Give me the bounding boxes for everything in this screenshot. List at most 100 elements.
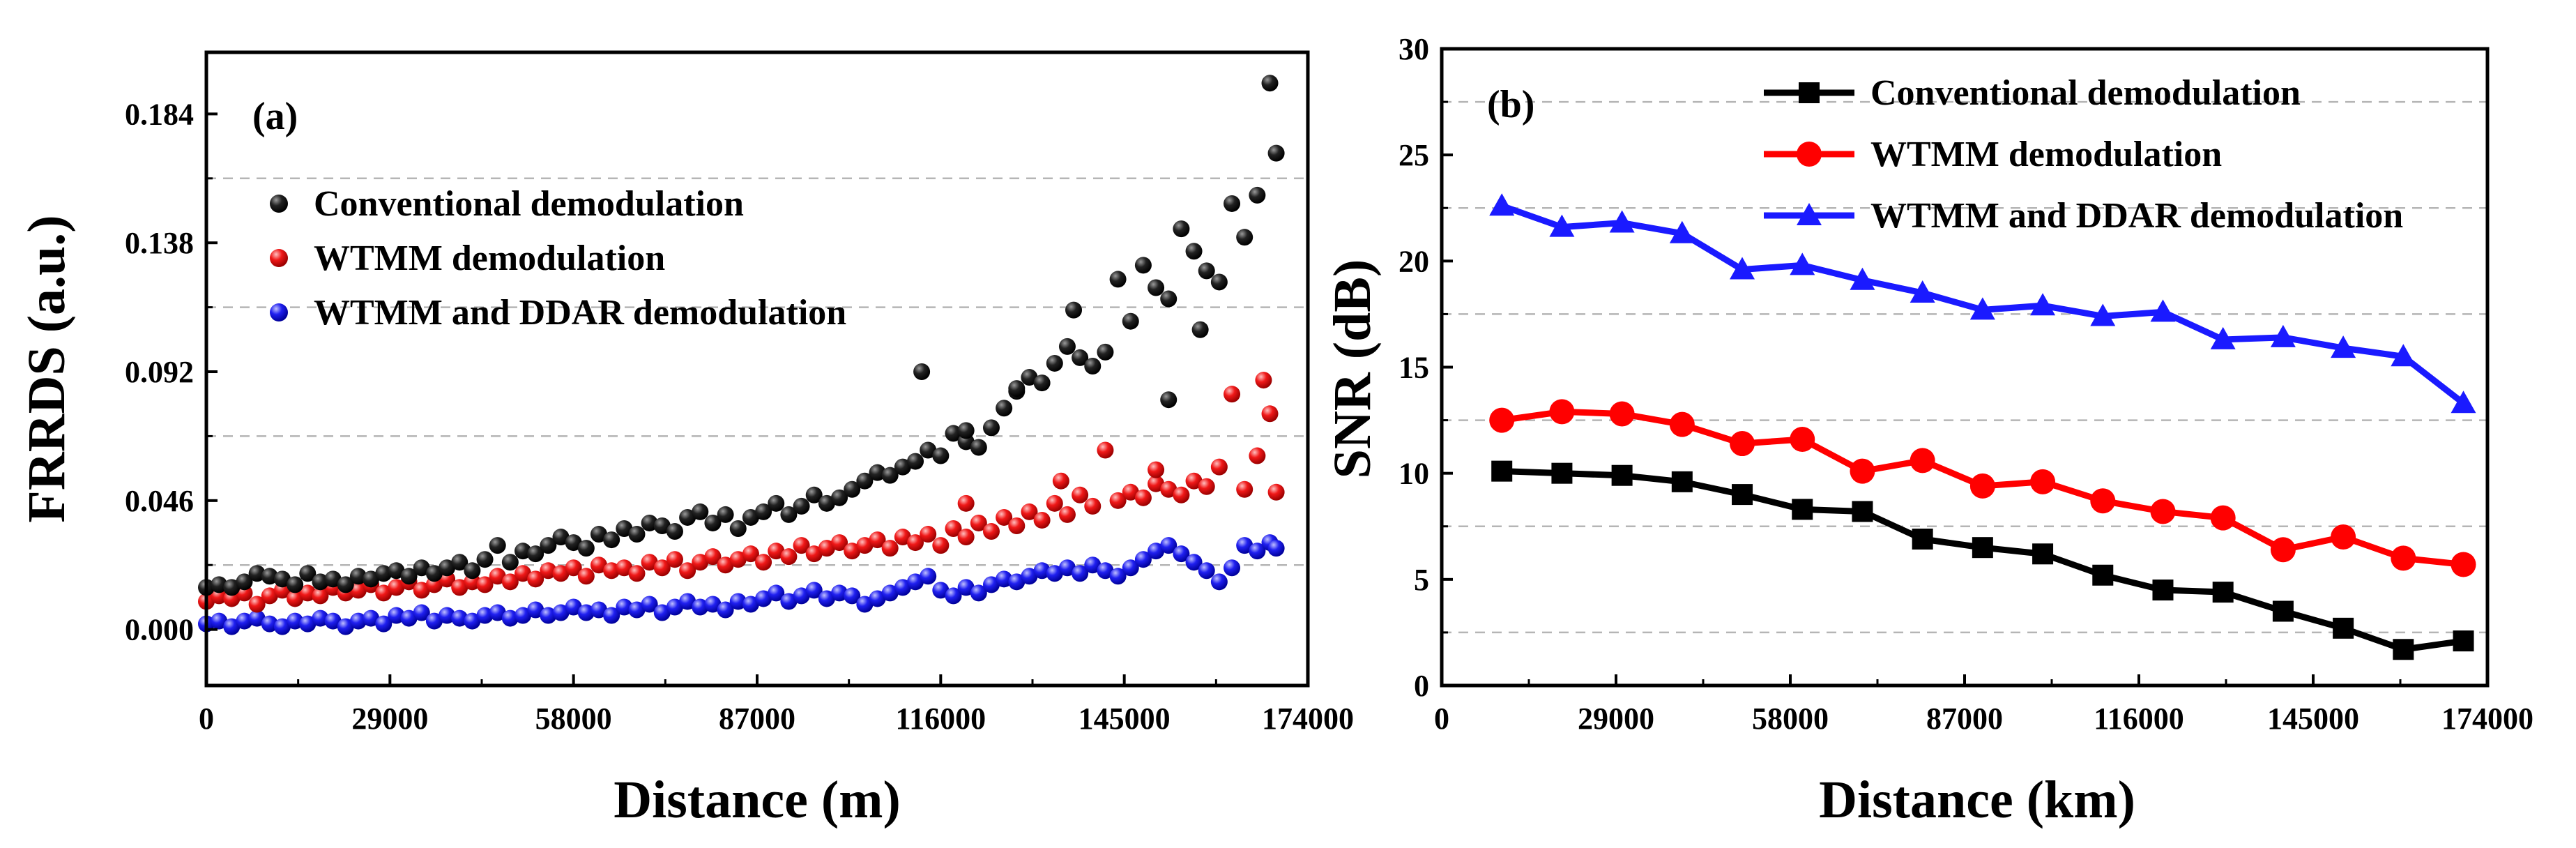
- series-marker-0-7: [1912, 529, 1933, 550]
- scatter-point-s2-36: [653, 604, 671, 621]
- panel-b-legend: Conventional demodulation WTMM demodulat…: [1764, 73, 2403, 236]
- x-tick-label-a-6: 174000: [1262, 702, 1354, 736]
- series-marker-2-2: [1609, 210, 1635, 233]
- y-tick-label-b-6: 30: [1398, 32, 1429, 66]
- series-marker-0-2: [1611, 464, 1633, 486]
- panel-b-ylabel: SNR (dB): [1323, 259, 1382, 479]
- series-marker-1-13: [2270, 537, 2296, 563]
- scatter-point-s0-21: [464, 562, 481, 580]
- scatter-point-s1-68: [1058, 506, 1076, 523]
- scatter-point-s2-12: [349, 612, 367, 630]
- x-tick-label-b-2: 58000: [1752, 702, 1829, 736]
- scatter-point-s0-1: [211, 576, 228, 593]
- series-marker-1-16: [2451, 552, 2476, 577]
- panel-a-ylabel: FRRDS (a.u.): [17, 215, 76, 522]
- series-marker-2-15: [2391, 344, 2416, 367]
- scatter-point-s1-29: [565, 559, 582, 577]
- scatter-point-s0-85: [1267, 144, 1285, 162]
- scatter-point-s2-62: [982, 576, 1000, 593]
- scatter-point-s2-57: [920, 568, 937, 585]
- series-marker-0-12: [2212, 582, 2234, 603]
- series-marker-0-5: [1792, 499, 1813, 520]
- scatter-point-s2-72: [1109, 568, 1127, 585]
- scatter-point-s1-79: [1198, 478, 1215, 495]
- scatter-point-s0-59: [945, 425, 962, 442]
- scatter-point-s1-54: [881, 540, 899, 557]
- scatter-point-s0-53: [869, 464, 886, 481]
- y-tick-label-a-3: 0.138: [125, 226, 194, 260]
- scatter-point-s1-87: [1255, 372, 1272, 389]
- scatter-point-s2-83: [1249, 543, 1266, 560]
- series-marker-1-8: [1969, 473, 1995, 499]
- scatter-point-s0-13: [363, 570, 380, 588]
- scatter-point-s2-10: [324, 612, 342, 630]
- scatter-point-s0-74: [1134, 257, 1152, 274]
- legend-a-label-ddar: WTMM and DDAR demodulation: [314, 293, 846, 333]
- scatter-point-s2-32: [603, 607, 620, 624]
- legend-b-label-ddar: WTMM and DDAR demodulation: [1870, 196, 2403, 236]
- scatter-point-s1-44: [755, 554, 772, 571]
- x-tick-label-b-0: 0: [1434, 702, 1449, 736]
- scatter-point-s1-38: [679, 562, 696, 580]
- scatter-point-s1-59: [945, 520, 962, 538]
- scatter-point-s2-44: [755, 590, 772, 607]
- series-marker-2-3: [1669, 220, 1695, 243]
- scatter-point-s2-9: [312, 610, 329, 627]
- scatter-point-s0-42: [729, 520, 747, 538]
- scatter-point-s2-51: [844, 587, 861, 605]
- scatter-point-s0-66: [1033, 374, 1051, 392]
- scatter-point-s1-77: [1173, 486, 1190, 503]
- series-marker-2-1: [1549, 214, 1575, 237]
- scatter-point-s0-72: [1109, 271, 1127, 288]
- series-marker-2-11: [2150, 299, 2176, 322]
- scatter-point-s0-69: [1072, 349, 1089, 366]
- scatter-point-s1-34: [628, 565, 646, 582]
- scatter-point-s2-81: [1224, 559, 1241, 577]
- scatter-point-s0-39: [692, 503, 709, 520]
- scatter-point-s0-19: [439, 559, 456, 577]
- scatter-point-s1-14: [375, 584, 393, 602]
- scatter-point-s1-5: [261, 587, 278, 605]
- series-marker-2-0: [1489, 193, 1515, 216]
- scatter-point-s0-52: [856, 472, 874, 490]
- scatter-point-s2-17: [413, 604, 430, 621]
- y-tick-label-b-4: 20: [1398, 244, 1429, 278]
- scatter-point-s1-51: [844, 543, 861, 560]
- scatter-point-s0-62: [982, 419, 1000, 437]
- scatter-point-s1-75: [1148, 475, 1165, 492]
- scatter-point-s0-5: [261, 568, 278, 585]
- scatter-point-s2-50: [831, 584, 848, 602]
- scatter-point-s2-38: [679, 593, 696, 610]
- scatter-point-s0-37: [666, 523, 683, 540]
- scatter-point-s1-74: [1134, 489, 1152, 506]
- scatter-point-s2-22: [476, 607, 494, 624]
- scatter-point-s2-54: [881, 584, 899, 602]
- scatter-point-s1-84: [1261, 405, 1279, 423]
- scatter-point-s2-27: [540, 607, 557, 624]
- scatter-point-s0-48: [805, 486, 823, 503]
- scatter-point-s2-43: [742, 596, 759, 613]
- scatter-point-s2-53: [869, 590, 886, 607]
- scatter-point-s2-69: [1072, 565, 1089, 582]
- scatter-point-s1-48: [805, 545, 823, 563]
- scatter-point-s0-61: [970, 439, 987, 456]
- scatter-point-s1-23: [489, 568, 506, 585]
- scatter-point-s1-49: [818, 540, 835, 557]
- series-marker-0-8: [1972, 537, 1993, 559]
- x-tick-label-a-2: 58000: [535, 702, 612, 736]
- y-tick-label-b-1: 5: [1414, 563, 1429, 597]
- series-marker-2-7: [1910, 280, 1935, 303]
- scatter-point-s1-72: [1109, 492, 1127, 509]
- series-marker-1-5: [1790, 426, 1815, 452]
- scatter-point-s1-22: [476, 576, 494, 593]
- series-marker-2-10: [2090, 303, 2116, 326]
- scatter-point-s2-11: [337, 618, 354, 635]
- series-marker-0-0: [1491, 460, 1513, 482]
- scatter-point-s1-61: [970, 514, 987, 531]
- scatter-point-s2-18: [425, 612, 443, 630]
- scatter-point-s2-7: [287, 612, 304, 630]
- scatter-point-s1-7: [287, 590, 304, 607]
- x-tick-label-a-3: 87000: [719, 702, 795, 736]
- legend-a-label-conventional: Conventional demodulation: [314, 184, 744, 224]
